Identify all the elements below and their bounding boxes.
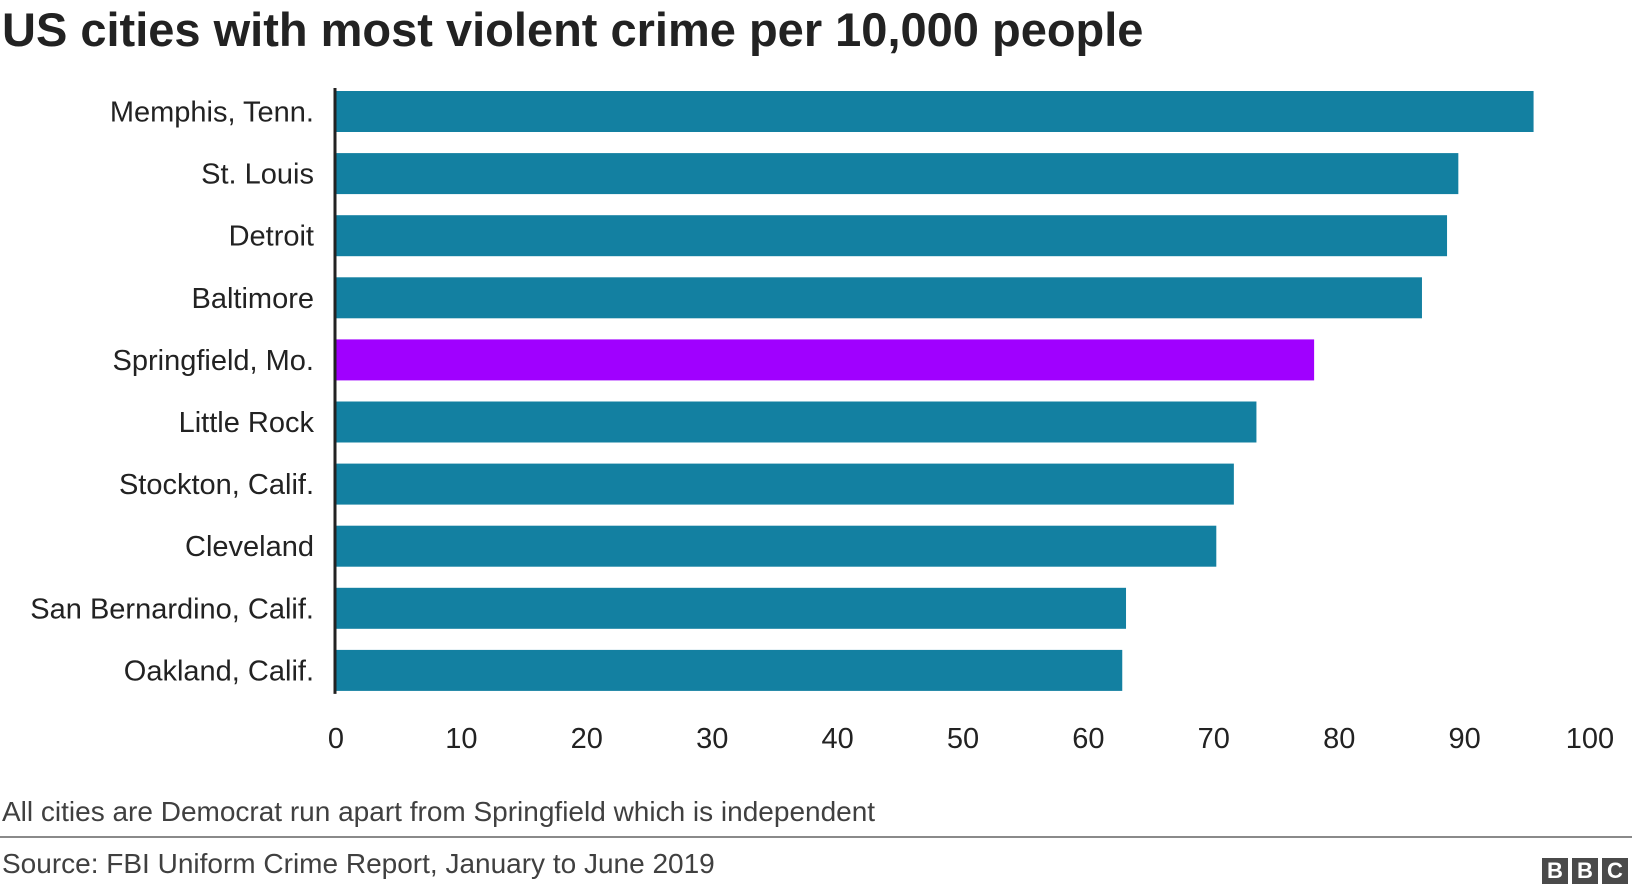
category-labels: Memphis, Tenn. St. Louis Detroit Baltimore S… <box>30 97 314 688</box>
x-tick-label: 40 <box>821 723 853 755</box>
x-tick-labels: 0 10 20 30 40 50 60 70 80 90 100 <box>328 723 1614 755</box>
bars-group <box>336 91 1534 691</box>
chart-title: US cities with most violent crime per 10… <box>2 3 1144 56</box>
source-text: Source: FBI Uniform Crime Report, Januar… <box>2 848 715 879</box>
category-label: Cleveland <box>185 531 314 563</box>
bar <box>336 153 1459 195</box>
category-label: Springfield, Mo. <box>113 345 315 377</box>
category-label: San Bernardino, Calif. <box>30 593 314 625</box>
category-label: Oakland, Calif. <box>124 655 314 687</box>
bar <box>336 463 1234 505</box>
x-tick-label: 80 <box>1323 723 1355 755</box>
bar <box>336 587 1127 629</box>
bar <box>336 525 1217 567</box>
category-label: Stockton, Calif. <box>119 469 314 501</box>
bar <box>336 401 1257 443</box>
bbc-logo: B B C <box>1542 858 1628 884</box>
x-tick-label: 10 <box>445 723 477 755</box>
x-tick-label: 90 <box>1448 723 1480 755</box>
x-tick-label: 100 <box>1566 723 1614 755</box>
x-tick-label: 50 <box>947 723 979 755</box>
category-label: Detroit <box>229 221 314 253</box>
bar <box>336 649 1123 691</box>
category-label: Baltimore <box>192 283 315 315</box>
x-tick-label: 0 <box>328 723 344 755</box>
x-tick-label: 20 <box>571 723 603 755</box>
category-label: Memphis, Tenn. <box>110 97 314 129</box>
x-tick-label: 70 <box>1198 723 1230 755</box>
category-label: Little Rock <box>179 407 315 439</box>
bar-chart: Memphis, Tenn. St. Louis Detroit Baltimore S… <box>30 88 1614 755</box>
chart-note: All cities are Democrat run apart from S… <box>2 796 876 827</box>
logo-letter: B <box>1572 858 1598 884</box>
footer-divider <box>0 836 1632 838</box>
bar <box>336 339 1315 381</box>
bar <box>336 277 1422 319</box>
x-tick-label: 60 <box>1072 723 1104 755</box>
bar <box>336 215 1448 257</box>
logo-letter: B <box>1542 858 1568 884</box>
x-tick-label: 30 <box>696 723 728 755</box>
category-label: St. Louis <box>201 159 314 191</box>
logo-letter: C <box>1602 858 1628 884</box>
bar <box>336 91 1534 132</box>
